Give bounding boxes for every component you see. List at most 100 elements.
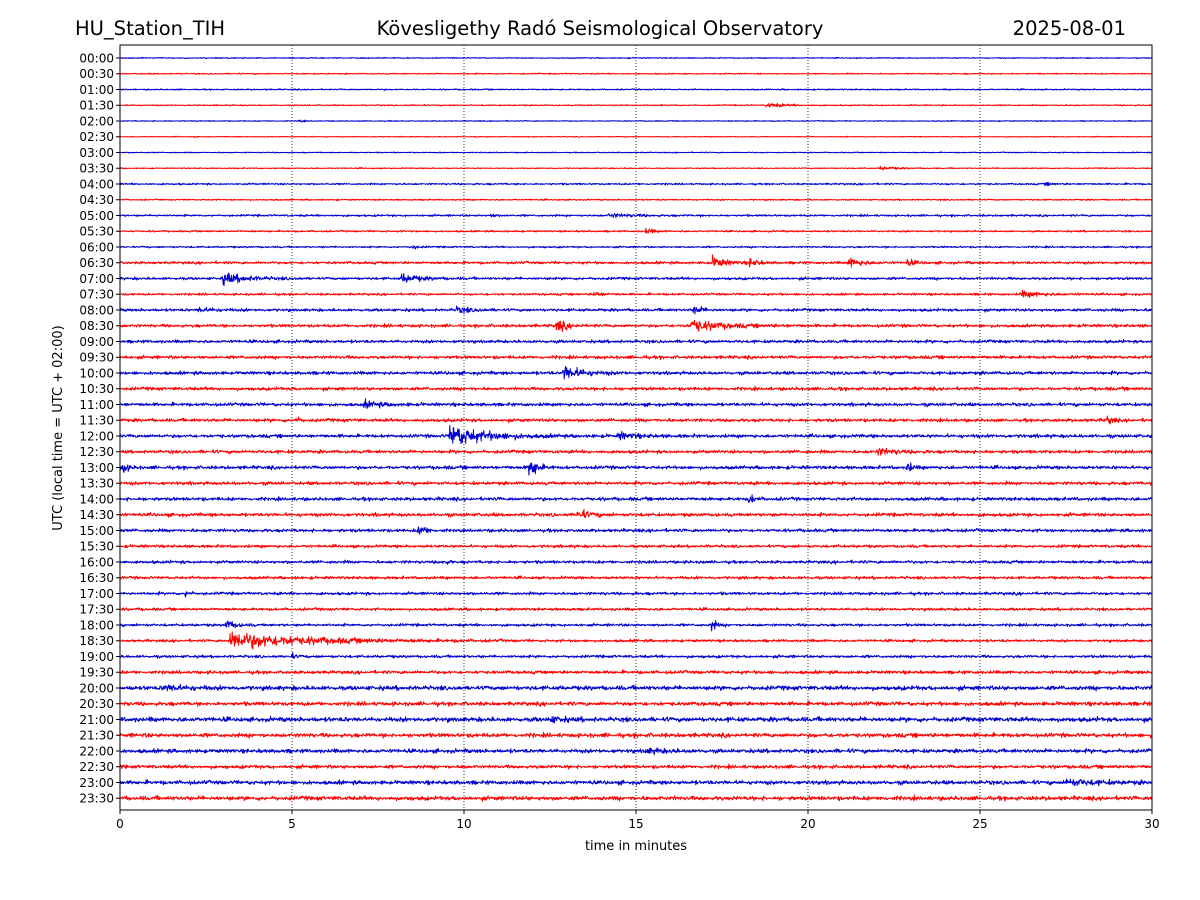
y-tick-label: 02:00 bbox=[79, 114, 114, 128]
y-tick-label: 07:00 bbox=[79, 272, 114, 286]
y-tick-label: 04:30 bbox=[79, 193, 114, 207]
y-tick-label: 07:30 bbox=[79, 288, 114, 302]
y-tick-label: 00:30 bbox=[79, 67, 114, 81]
seismic-trace bbox=[119, 385, 1153, 392]
seismic-trace bbox=[119, 338, 1153, 344]
seismic-trace bbox=[119, 480, 1153, 487]
seismic-trace bbox=[119, 151, 1153, 154]
seismic-trace bbox=[119, 245, 1153, 250]
y-tick-label: 17:00 bbox=[79, 587, 114, 601]
seismic-trace bbox=[119, 462, 1153, 476]
seismic-trace bbox=[119, 447, 1153, 456]
seismic-trace bbox=[119, 559, 1153, 565]
y-tick-label: 22:00 bbox=[79, 744, 114, 758]
seismic-trace bbox=[119, 398, 1153, 409]
seismic-trace bbox=[119, 198, 1153, 202]
y-tick-label: 05:30 bbox=[79, 225, 114, 239]
seismic-trace bbox=[119, 508, 1153, 519]
seismic-trace bbox=[119, 763, 1153, 770]
y-tick-label: 11:30 bbox=[79, 414, 114, 428]
y-tick-label: 04:00 bbox=[79, 177, 114, 191]
y-tick-label: 06:00 bbox=[79, 240, 114, 254]
seismic-trace bbox=[119, 590, 1153, 598]
chart-title: Kövesligethy Radó Seismological Observat… bbox=[377, 17, 824, 40]
x-tick-label: 5 bbox=[288, 817, 296, 831]
y-tick-label: 19:30 bbox=[79, 666, 114, 680]
y-tick-label: 16:00 bbox=[79, 555, 114, 569]
y-tick-label: 14:00 bbox=[79, 492, 114, 506]
seismic-trace bbox=[119, 354, 1153, 361]
plot-frame bbox=[119, 44, 1153, 811]
x-tick-label: 30 bbox=[1144, 817, 1159, 831]
seismic-trace bbox=[119, 72, 1153, 76]
y-axis-label: UTC (local time = UTC + 02:00) bbox=[51, 325, 66, 530]
seismic-trace bbox=[119, 715, 1153, 724]
seismic-trace bbox=[119, 181, 1153, 187]
x-tick-label: 15 bbox=[628, 817, 643, 831]
y-tick-label: 12:30 bbox=[79, 445, 114, 459]
y-tick-label: 23:30 bbox=[79, 792, 114, 806]
y-tick-label: 01:00 bbox=[79, 83, 114, 97]
seismic-trace bbox=[119, 319, 1153, 333]
y-tick-label: 15:30 bbox=[79, 540, 114, 554]
y-tick-label: 03:00 bbox=[79, 146, 114, 160]
y-tick-label: 09:00 bbox=[79, 335, 114, 349]
seismic-trace bbox=[119, 289, 1153, 299]
y-tick-label: 19:00 bbox=[79, 650, 114, 664]
grid-lines bbox=[291, 45, 981, 810]
y-tick-label: 12:00 bbox=[79, 429, 114, 443]
seismic-trace bbox=[119, 620, 1153, 632]
y-tick-label: 13:00 bbox=[79, 461, 114, 475]
x-tick-label: 25 bbox=[972, 817, 987, 831]
seismic-trace bbox=[119, 424, 1153, 445]
y-tick-label: 16:30 bbox=[79, 571, 114, 585]
seismic-trace bbox=[119, 731, 1153, 739]
seismic-trace bbox=[119, 700, 1153, 708]
y-tick-label: 20:00 bbox=[79, 681, 114, 695]
x-tick-label: 0 bbox=[116, 817, 124, 831]
y-tick-label: 23:00 bbox=[79, 776, 114, 790]
y-tick-label: 15:00 bbox=[79, 524, 114, 538]
seismic-trace bbox=[119, 415, 1153, 425]
seismic-trace bbox=[119, 747, 1153, 756]
y-tick-label: 02:30 bbox=[79, 130, 114, 144]
seismic-trace bbox=[119, 652, 1153, 659]
y-tick-label: 09:30 bbox=[79, 351, 114, 365]
seismic-trace bbox=[119, 119, 1153, 123]
seismic-trace bbox=[119, 227, 1153, 234]
seismic-trace bbox=[119, 135, 1153, 138]
y-tick-label: 10:30 bbox=[79, 382, 114, 396]
date-title: 2025-08-01 bbox=[1013, 17, 1126, 40]
seismic-trace bbox=[119, 543, 1153, 549]
seismic-trace bbox=[119, 526, 1153, 535]
y-tick-label: 00:00 bbox=[79, 51, 114, 65]
y-tick-label: 17:30 bbox=[79, 603, 114, 617]
seismic-trace bbox=[119, 494, 1153, 503]
seismic-trace bbox=[119, 272, 1153, 287]
y-tick-label: 18:30 bbox=[79, 634, 114, 648]
seismic-trace bbox=[119, 165, 1153, 171]
seismic-trace bbox=[119, 683, 1153, 692]
y-tick-label: 14:30 bbox=[79, 508, 114, 522]
seismic-trace bbox=[119, 88, 1153, 91]
y-tick-label: 20:30 bbox=[79, 697, 114, 711]
seismic-trace bbox=[119, 669, 1153, 676]
seismic-trace bbox=[119, 575, 1153, 581]
y-tick-label: 13:30 bbox=[79, 477, 114, 491]
seismic-trace bbox=[119, 366, 1153, 380]
seismic-trace bbox=[119, 102, 1153, 108]
x-tick-label: 20 bbox=[800, 817, 815, 831]
seismic-trace bbox=[119, 631, 1153, 650]
seismic-trace bbox=[119, 213, 1153, 219]
y-tick-label: 05:00 bbox=[79, 209, 114, 223]
seismic-trace bbox=[119, 56, 1153, 60]
y-tick-label: 01:30 bbox=[79, 99, 114, 113]
seismic-trace bbox=[119, 254, 1153, 268]
y-tick-label: 06:30 bbox=[79, 256, 114, 270]
station-title: HU_Station_TIH bbox=[75, 17, 225, 40]
y-tick-label: 08:00 bbox=[79, 303, 114, 317]
seismic-trace bbox=[119, 778, 1153, 787]
y-tick-label: 08:30 bbox=[79, 319, 114, 333]
